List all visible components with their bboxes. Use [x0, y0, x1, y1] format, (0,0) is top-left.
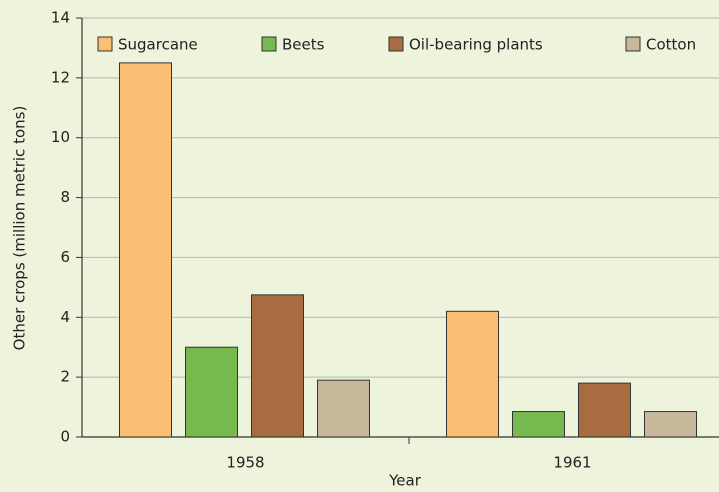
bar	[251, 294, 304, 438]
bar	[119, 62, 172, 438]
y-tick-label: 4	[60, 308, 70, 326]
legend-label: Oil-bearing plants	[409, 36, 543, 54]
y-tick-label: 8	[60, 188, 70, 206]
legend-swatch	[261, 36, 277, 52]
y-tick-label: 10	[51, 128, 70, 146]
legend-label: Sugarcane	[118, 36, 198, 54]
y-tick-label: 2	[60, 368, 70, 386]
legend-swatch	[388, 36, 404, 52]
bar	[578, 382, 631, 438]
bar	[317, 379, 370, 438]
bar	[512, 411, 565, 438]
bar	[644, 411, 697, 438]
y-tick-label: 14	[51, 9, 70, 27]
x-axis-label: Year	[388, 472, 422, 490]
y-axis-label: Other crops (million metric tons)	[11, 106, 29, 351]
legend-swatch	[97, 36, 113, 52]
x-tick-label: 1958	[226, 454, 264, 472]
legend-label: Cotton	[646, 36, 696, 54]
y-tick-label: 6	[60, 248, 70, 266]
y-tick-label: 0	[60, 428, 70, 446]
legend-swatch	[625, 36, 641, 52]
legend-label: Beets	[282, 36, 325, 54]
x-tick-label: 1961	[553, 454, 591, 472]
y-tick-label: 12	[51, 68, 70, 86]
bar	[185, 346, 238, 438]
bar	[446, 310, 499, 438]
